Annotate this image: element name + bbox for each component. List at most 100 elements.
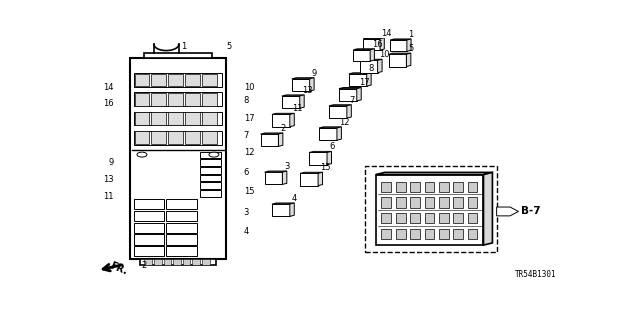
- Bar: [134, 223, 164, 233]
- Polygon shape: [260, 133, 283, 134]
- Bar: [185, 112, 200, 125]
- Bar: [388, 54, 406, 67]
- Text: 9: 9: [108, 158, 114, 167]
- Text: 1: 1: [408, 30, 413, 39]
- Bar: [439, 229, 449, 239]
- Text: 15: 15: [320, 163, 331, 172]
- Bar: [152, 131, 166, 144]
- Bar: [439, 182, 449, 192]
- Bar: [185, 131, 200, 144]
- Text: FR.: FR.: [108, 260, 129, 277]
- Bar: [381, 182, 391, 192]
- Bar: [185, 74, 200, 86]
- Text: 10: 10: [244, 83, 254, 92]
- Bar: [200, 152, 221, 158]
- Bar: [319, 128, 337, 140]
- Bar: [200, 159, 221, 166]
- Bar: [381, 197, 391, 207]
- Bar: [396, 197, 406, 207]
- Polygon shape: [390, 39, 411, 40]
- Text: 5: 5: [408, 44, 413, 53]
- Polygon shape: [278, 133, 283, 146]
- Circle shape: [137, 152, 147, 157]
- Bar: [468, 229, 477, 239]
- Bar: [381, 229, 391, 239]
- Polygon shape: [337, 127, 341, 140]
- Text: 10: 10: [380, 50, 390, 59]
- Bar: [309, 152, 327, 165]
- Bar: [200, 182, 221, 189]
- Polygon shape: [347, 105, 351, 118]
- Text: 9: 9: [312, 69, 317, 78]
- Polygon shape: [329, 105, 351, 106]
- Bar: [134, 112, 222, 125]
- Bar: [166, 246, 196, 256]
- Text: 15: 15: [244, 187, 254, 196]
- Bar: [439, 197, 449, 207]
- Text: 12: 12: [339, 118, 349, 127]
- Bar: [134, 73, 222, 87]
- Bar: [168, 112, 183, 125]
- Text: 14: 14: [103, 83, 114, 92]
- Polygon shape: [292, 78, 314, 79]
- Bar: [300, 174, 318, 186]
- Polygon shape: [378, 59, 382, 73]
- Bar: [360, 60, 378, 73]
- Polygon shape: [406, 53, 411, 67]
- Bar: [134, 131, 149, 144]
- Text: B-7: B-7: [522, 206, 541, 217]
- Bar: [364, 39, 380, 50]
- Text: 17: 17: [244, 114, 254, 122]
- Polygon shape: [290, 203, 294, 216]
- Bar: [134, 93, 149, 106]
- Bar: [410, 213, 420, 223]
- Bar: [192, 259, 200, 265]
- Polygon shape: [339, 87, 361, 89]
- Bar: [166, 211, 196, 221]
- Polygon shape: [300, 172, 323, 174]
- Bar: [353, 50, 370, 61]
- Bar: [168, 74, 183, 86]
- Bar: [272, 204, 290, 216]
- Bar: [260, 134, 278, 146]
- Bar: [200, 190, 221, 197]
- Polygon shape: [370, 49, 374, 61]
- Bar: [453, 182, 463, 192]
- Text: 16: 16: [103, 99, 114, 108]
- Polygon shape: [282, 95, 304, 96]
- Bar: [424, 213, 435, 223]
- Text: 13: 13: [301, 86, 312, 95]
- Bar: [152, 74, 166, 86]
- Bar: [152, 112, 166, 125]
- Bar: [390, 40, 407, 51]
- Bar: [202, 93, 217, 106]
- Bar: [152, 93, 166, 106]
- Polygon shape: [407, 39, 411, 51]
- Bar: [173, 259, 181, 265]
- Bar: [168, 93, 183, 106]
- Text: 6: 6: [244, 168, 249, 177]
- Bar: [376, 174, 483, 245]
- Text: 16: 16: [372, 40, 382, 48]
- Text: 6: 6: [329, 142, 334, 151]
- Text: 2: 2: [280, 124, 285, 133]
- Text: 7: 7: [349, 96, 354, 105]
- Polygon shape: [380, 38, 384, 50]
- Bar: [134, 112, 149, 125]
- Polygon shape: [272, 203, 294, 204]
- Bar: [166, 223, 196, 233]
- Bar: [468, 182, 477, 192]
- Text: 4: 4: [244, 226, 249, 236]
- Polygon shape: [356, 87, 361, 101]
- Text: 2: 2: [142, 261, 147, 270]
- Bar: [396, 182, 406, 192]
- Bar: [134, 211, 164, 221]
- Polygon shape: [300, 95, 304, 108]
- Polygon shape: [318, 172, 323, 186]
- Bar: [329, 106, 347, 118]
- Bar: [166, 199, 196, 209]
- Bar: [134, 246, 164, 256]
- Bar: [424, 182, 435, 192]
- Bar: [200, 175, 221, 182]
- Bar: [134, 199, 164, 209]
